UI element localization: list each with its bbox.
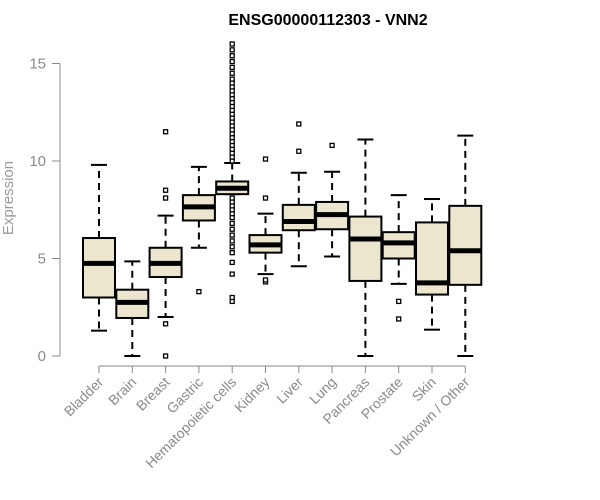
outlier-point bbox=[396, 298, 402, 305]
outlier-point bbox=[262, 195, 269, 201]
box-group bbox=[415, 198, 449, 331]
outlier-point bbox=[229, 220, 235, 227]
y-tick-label: 10 bbox=[29, 153, 46, 170]
outlier-point bbox=[262, 277, 269, 283]
outlier-point bbox=[229, 226, 235, 232]
box bbox=[281, 203, 316, 232]
box-group bbox=[348, 138, 383, 357]
box-group bbox=[315, 142, 350, 258]
outlier-point bbox=[162, 321, 169, 327]
outlier-point bbox=[229, 70, 235, 76]
box-group bbox=[215, 41, 250, 305]
outlier-point bbox=[196, 288, 202, 295]
x-tick-label: Kidney bbox=[231, 374, 273, 416]
box bbox=[348, 215, 383, 282]
outlier-point bbox=[229, 58, 235, 65]
outlier-point bbox=[262, 156, 269, 162]
outlier-point bbox=[229, 232, 235, 238]
outlier-point bbox=[162, 353, 169, 359]
y-axis: 0 5 10 15 bbox=[29, 56, 61, 365]
outlier-point bbox=[329, 142, 335, 149]
box-group bbox=[148, 129, 183, 359]
box-group bbox=[381, 194, 416, 322]
outlier-point bbox=[229, 271, 235, 277]
y-axis-label: Expression bbox=[0, 161, 17, 235]
box-group bbox=[281, 121, 316, 268]
outlier-point bbox=[229, 76, 235, 82]
outlier-point bbox=[229, 238, 235, 244]
outlier-point bbox=[229, 294, 235, 301]
outlier-point bbox=[229, 244, 235, 250]
outlier-point bbox=[296, 148, 302, 154]
box-group bbox=[181, 165, 216, 295]
y-tick-label: 0 bbox=[38, 348, 46, 365]
y-tick-label: 5 bbox=[38, 251, 46, 268]
plot-area bbox=[82, 41, 483, 359]
box-group bbox=[82, 163, 116, 332]
x-tick-label: Liver bbox=[273, 374, 306, 407]
box bbox=[82, 237, 116, 299]
outlier-point bbox=[162, 129, 169, 135]
box-group bbox=[248, 156, 283, 285]
outlier-point bbox=[229, 64, 235, 71]
outlier-point bbox=[229, 47, 235, 53]
outlier-point bbox=[396, 316, 402, 322]
box-group bbox=[448, 134, 483, 357]
box-group bbox=[115, 260, 150, 357]
outlier-point bbox=[229, 41, 235, 47]
outlier-point bbox=[229, 259, 235, 266]
box bbox=[448, 204, 483, 286]
x-tick-label: Bladder bbox=[61, 374, 107, 420]
outlier-point bbox=[229, 53, 235, 59]
chart-title: ENSG00000112303 - VNN2 bbox=[228, 12, 427, 29]
outlier-point bbox=[162, 195, 169, 201]
outlier-point bbox=[229, 195, 235, 201]
outlier-point bbox=[229, 249, 235, 256]
outlier-point bbox=[296, 121, 302, 127]
y-tick-label: 15 bbox=[29, 56, 46, 73]
outlier-point bbox=[162, 187, 169, 193]
